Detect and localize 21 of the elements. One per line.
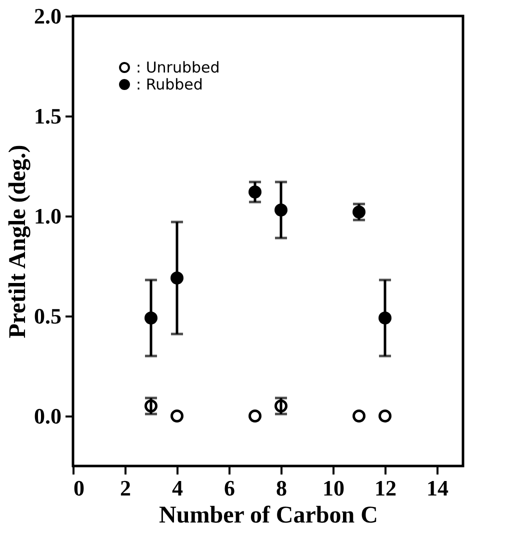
y-tick-label: 0.0	[34, 404, 62, 428]
x-axis-title: Number of Carbon C	[159, 502, 378, 528]
x-tick-label: 2	[120, 476, 131, 500]
x-tick-label: 10	[322, 476, 344, 500]
point	[170, 410, 184, 422]
y-tick-label: 1.5	[34, 104, 62, 128]
x-tick-label: 8	[276, 476, 287, 500]
point	[352, 410, 366, 422]
y-tick-label: 0.5	[34, 304, 62, 328]
y-tick-label: 2.0	[34, 4, 62, 28]
y-tick-label: 1.0	[34, 204, 62, 228]
point	[248, 410, 262, 422]
x-tick-label: 4	[172, 476, 183, 500]
legend-label: : Unrubbed	[136, 58, 220, 76]
x-tick-label: 14	[426, 476, 448, 500]
x-tick-label: 6	[224, 476, 235, 500]
y-axis-title: Pretilt Angle (deg.)	[5, 144, 31, 338]
x-tick-label: 0	[74, 476, 84, 500]
point	[378, 410, 392, 422]
legend-label: : Rubbed	[136, 76, 203, 94]
x-tick-label: 12	[374, 476, 396, 500]
